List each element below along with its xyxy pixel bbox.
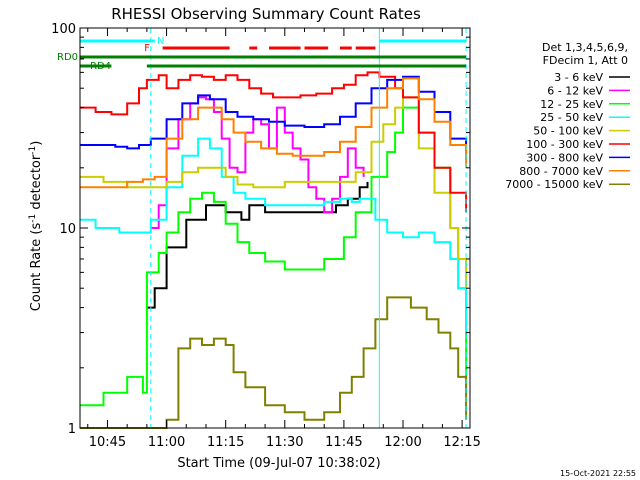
- legend-entry-label: 12 - 25 keV: [540, 98, 603, 111]
- flag-layer: NF RD0 RD4: [57, 36, 467, 72]
- legend-entry-label: 100 - 300 keV: [526, 138, 603, 151]
- series-line: [146, 181, 369, 309]
- x-axis-label: Start Time (09-Jul-07 10:38:02): [177, 456, 380, 471]
- legend-entry-label: 50 - 100 keV: [533, 125, 603, 138]
- flag-label-f: F: [144, 43, 150, 54]
- series-line: [79, 96, 468, 289]
- x-tick-label: 11:45: [325, 435, 362, 450]
- flag-label-rd0: RD0: [57, 52, 78, 63]
- flag-label-n: N: [157, 36, 164, 47]
- y-tick-label: 10: [59, 222, 76, 237]
- legend-entry-label: 800 - 7000 keV: [519, 165, 603, 178]
- series-line: [79, 106, 468, 407]
- legend-header-line-2: FDecim 1, Att 0: [543, 54, 628, 67]
- series-line: [79, 77, 468, 189]
- y-axis-label-main: Count Rate (s: [29, 223, 44, 312]
- legend-entry-label: 25 - 50 keV: [540, 111, 603, 124]
- y-axis-label: Count Rate (s-1 detector-1): [28, 141, 44, 312]
- flag-label-rd4: RD4: [90, 61, 111, 72]
- y-axis-label-exponent-2: -1: [28, 146, 38, 155]
- x-tick-label: 12:00: [384, 435, 421, 450]
- x-axis: 10:45 11:00 11:15 11:30 11:45 12:00 12:15: [87, 28, 481, 450]
- y-axis-label-end: ): [29, 141, 44, 146]
- series-layer: [79, 71, 468, 429]
- x-tick-label: 11:15: [207, 435, 244, 450]
- legend-entry-label: 300 - 800 keV: [526, 151, 603, 164]
- chart-title: RHESSI Observing Summary Count Rates: [111, 5, 421, 23]
- y-axis-label-exponent: -1: [28, 214, 38, 223]
- footer-date: 15-Oct-2021 22:55: [560, 469, 636, 478]
- x-tick-label: 11:30: [266, 435, 303, 450]
- series-line: [79, 296, 468, 429]
- y-axis-label-tail: detector: [29, 154, 44, 214]
- y-tick-label: 1: [68, 422, 76, 437]
- y-tick-label: 100: [51, 22, 76, 37]
- legend-entry-label: 7000 - 15000 keV: [505, 178, 603, 191]
- legend: Det 1,3,4,5,6,9, FDecim 1, Att 0 3 - 6 k…: [505, 41, 630, 191]
- legend-header-line-1: Det 1,3,4,5,6,9,: [542, 41, 628, 54]
- x-tick-label: 11:00: [148, 435, 185, 450]
- series-line: [79, 137, 468, 333]
- x-tick-label: 12:15: [443, 435, 480, 450]
- legend-entry-label: 3 - 6 keV: [554, 71, 603, 84]
- x-tick-label: 10:45: [89, 435, 126, 450]
- y-axis: 1 10 100: [51, 22, 470, 437]
- series-line: [79, 75, 468, 160]
- legend-entry-label: 6 - 12 keV: [547, 84, 603, 97]
